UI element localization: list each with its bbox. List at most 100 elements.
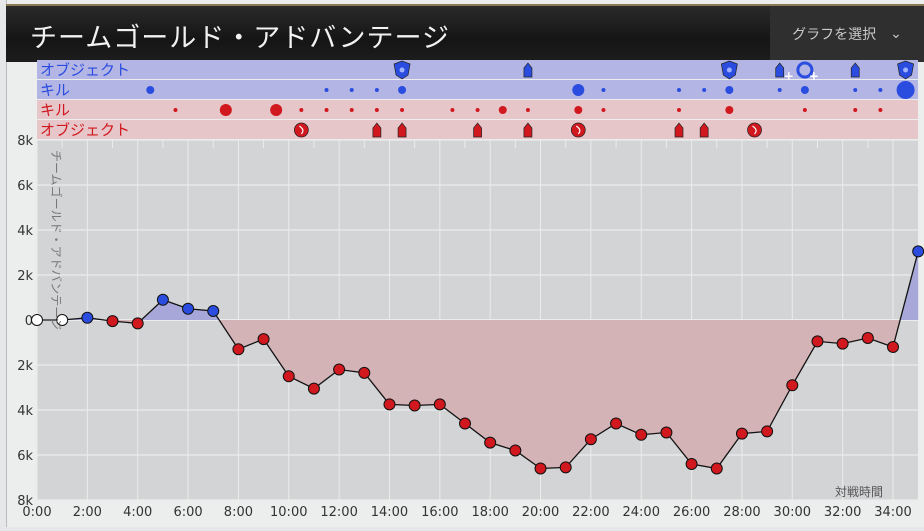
dragon-mark: [752, 125, 757, 135]
data-point: [56, 314, 69, 326]
tower-shape: [473, 122, 482, 138]
tower-shape: [775, 62, 785, 78]
baron-icon: [393, 60, 411, 80]
kill-marker: [299, 108, 304, 112]
kill-marker: [896, 81, 915, 99]
event-row-label: オブジェクト: [40, 61, 130, 79]
tower-icon: [523, 122, 533, 138]
dragon-shape: [570, 122, 586, 138]
data-point: [610, 417, 623, 430]
x-tick-label: 34:00: [874, 505, 911, 520]
data-point: [433, 398, 446, 411]
data-point: [282, 370, 295, 383]
data-point: [383, 398, 396, 411]
inhibitor-shape: [796, 61, 814, 79]
inhibitor-respawn-plus-icon: [796, 61, 814, 79]
x-tick-label: 16:00: [421, 505, 458, 520]
data-point: [207, 305, 220, 317]
dragon-icon: [570, 122, 586, 138]
inhibitor-icon: [720, 60, 738, 80]
x-tick-label: 12:00: [320, 505, 357, 520]
y-tick-label: 0: [25, 314, 33, 329]
y-tick-label: 2k: [17, 269, 33, 284]
data-point: [106, 315, 119, 328]
kill-marker: [498, 106, 507, 114]
data-point: [131, 317, 144, 330]
y-tick-label: 4k: [17, 404, 33, 419]
y-tick-label: 6k: [17, 179, 33, 194]
kill-marker: [777, 88, 782, 92]
icon-core: [399, 67, 405, 73]
data-point: [786, 379, 799, 392]
data-point: [761, 425, 774, 438]
icon-core: [903, 67, 909, 73]
y-tick-label: 2k: [17, 359, 33, 374]
event-row-blue-kill: [37, 80, 918, 99]
graph-select-dropdown[interactable]: グラフを選択 ⌄: [770, 6, 924, 62]
x-tick-label: 22:00: [572, 505, 609, 520]
data-point: [408, 399, 421, 412]
kill-marker: [878, 88, 883, 92]
tower-icon: [397, 122, 407, 138]
data-point: [710, 462, 723, 475]
kill-marker: [400, 108, 405, 112]
tower-shape: [397, 122, 407, 138]
tower-shape: [699, 122, 709, 138]
data-point: [887, 341, 899, 353]
dragon-icon: [747, 122, 762, 138]
x-tick-label: 24:00: [623, 505, 660, 520]
data-point: [735, 427, 748, 440]
data-point: [484, 436, 497, 449]
data-point: [81, 311, 94, 324]
tower-shape: [372, 122, 382, 138]
data-point: [459, 417, 471, 430]
kill-marker: [173, 108, 178, 112]
tower-icon: [473, 122, 482, 138]
kill-marker: [349, 88, 354, 92]
tower-shape: [674, 122, 684, 138]
kill-marker: [725, 86, 734, 94]
tower-icon: [699, 122, 709, 138]
x-tick-label: 6:00: [173, 505, 202, 520]
x-tick-label: 20:00: [522, 505, 559, 520]
kill-marker: [574, 106, 583, 114]
event-row-blue-objective: [37, 60, 918, 79]
header: チームゴールド・アドバンテージ グラフを選択 ⌄: [6, 4, 924, 62]
data-point: [31, 314, 43, 326]
x-tick-label: 18:00: [471, 505, 508, 520]
kill-marker: [601, 88, 606, 92]
dragon-shape: [747, 122, 762, 138]
data-point: [156, 293, 169, 306]
data-point: [584, 433, 597, 446]
kill-marker: [677, 88, 681, 92]
dragon-shape: [294, 122, 309, 138]
event-row-label: キル: [40, 101, 70, 119]
plus-icon: +: [809, 69, 819, 83]
kill-marker: [475, 108, 480, 112]
kill-marker: [802, 108, 807, 112]
x-tick-label: 0:00: [22, 505, 51, 520]
kill-marker: [702, 88, 707, 92]
data-point: [861, 332, 874, 344]
x-tick-label: 26:00: [673, 505, 710, 520]
data-point: [534, 462, 547, 475]
tower-icon: [523, 62, 533, 78]
red-advantage-area: [37, 320, 919, 469]
x-tick-label: 8:00: [224, 505, 253, 520]
kill-marker: [450, 108, 455, 112]
kill-marker: [725, 106, 734, 114]
kill-marker: [572, 84, 585, 96]
kill-marker: [800, 86, 809, 94]
data-point: [333, 363, 346, 376]
data-point: [635, 428, 648, 441]
kill-marker: [349, 108, 354, 112]
tower-icon: [372, 122, 382, 138]
nexus-icon: [897, 60, 914, 80]
graph-select-label: グラフを選択: [792, 27, 877, 43]
x-tick-label: 28:00: [723, 505, 760, 520]
kill-marker: [878, 108, 883, 112]
dragon-icon: [294, 122, 309, 138]
x-tick-label: 32:00: [824, 505, 861, 520]
kill-marker: [525, 108, 530, 112]
